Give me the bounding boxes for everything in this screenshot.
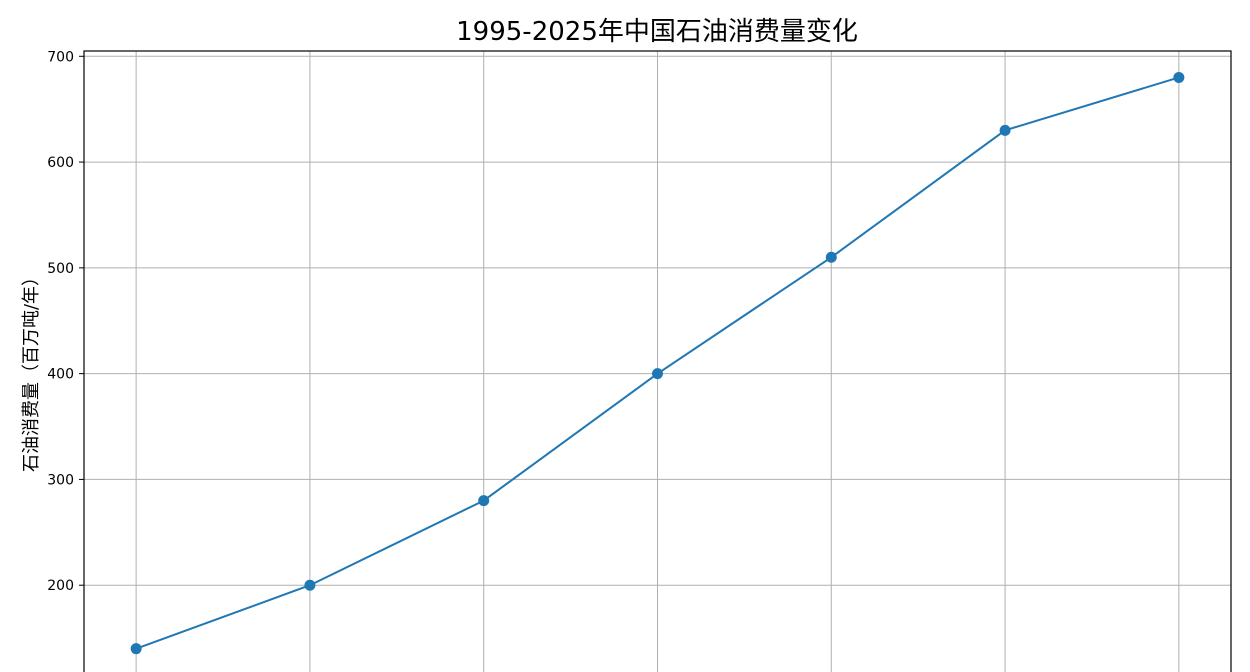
data-point [999, 124, 1011, 136]
series-layer [130, 71, 1185, 655]
chart-title: 1995-2025年中国石油消费量变化 [456, 17, 858, 47]
y-tick-label: 700 [47, 49, 74, 65]
data-point [652, 368, 663, 380]
data-point [478, 495, 490, 507]
y-axis-label: 石油消费量（百万吨/年） [21, 268, 42, 472]
data-point [1173, 71, 1185, 83]
data-point [825, 251, 837, 263]
plot-frame [83, 50, 1232, 672]
data-point [130, 643, 142, 655]
y-tick-label: 600 [47, 155, 74, 171]
data-point [304, 579, 316, 591]
y-tick-label: 500 [47, 261, 74, 277]
y-axis-ticks: 200 300 400 500 600 700 [47, 49, 84, 594]
y-tick-label: 300 [47, 472, 74, 488]
y-tick-label: 200 [47, 578, 74, 594]
y-tick-label: 400 [47, 367, 74, 383]
grid-lines [84, 51, 1231, 672]
